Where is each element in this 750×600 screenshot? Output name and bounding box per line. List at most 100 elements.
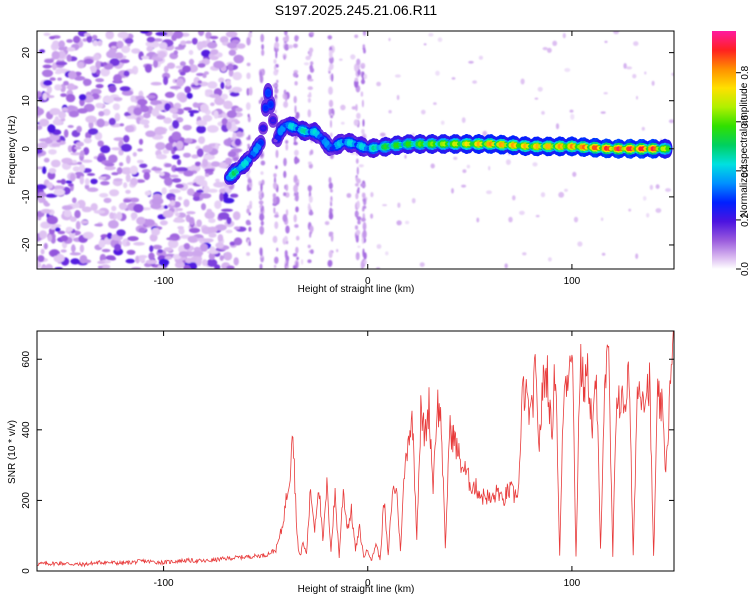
- heatmap-noise-blob: [346, 193, 352, 198]
- heatmap-noise-blob: [87, 187, 99, 192]
- heatmap-noise-blob: [95, 69, 101, 75]
- heatmap-noise-blob: [37, 107, 45, 116]
- heatmap-noise-blob: [351, 106, 357, 110]
- heatmap-noise-blob: [53, 253, 65, 263]
- heatmap-noise-blob: [564, 188, 568, 192]
- heatmap-noise-blob: [47, 124, 56, 134]
- heatmap-noise-blob: [146, 46, 154, 52]
- heatmap-noise-blob: [86, 173, 96, 176]
- heatmap-noise-blob: [307, 86, 313, 91]
- heatmap-noise-blob: [67, 125, 74, 128]
- heatmap-noise-blob: [362, 119, 365, 127]
- heatmap-noise-blob: [43, 242, 48, 250]
- heatmap-noise-blob: [47, 234, 53, 242]
- heatmap-noise-blob: [164, 163, 172, 168]
- heatmap-noise-blob: [55, 61, 68, 66]
- heatmap-noise-blob: [54, 116, 59, 123]
- heatmap-noise-blob: [362, 44, 365, 49]
- heatmap-noise-blob: [65, 93, 76, 103]
- heatmap-noise-blob: [275, 149, 279, 159]
- heatmap-noise-blob: [102, 108, 111, 116]
- heatmap-noise-blob: [162, 149, 170, 155]
- heatmap-noise-blob: [67, 83, 75, 91]
- heatmap-noise-blob: [108, 154, 118, 164]
- heatmap-noise-blob: [185, 40, 193, 44]
- heatmap-noise-blob: [603, 92, 608, 95]
- heatmap-noise-blob: [133, 241, 145, 246]
- heatmap-noise-blob: [171, 154, 180, 160]
- heatmap-noise-blob: [261, 49, 265, 56]
- heatmap-noise-blob: [361, 128, 365, 135]
- heatmap-noise-blob: [226, 217, 232, 225]
- heatmap-noise-blob: [232, 132, 237, 139]
- heatmap-noise-blob: [138, 227, 146, 233]
- heatmap-noise-blob: [273, 207, 276, 214]
- heatmap-noise-blob: [97, 265, 103, 269]
- heatmap-noise-blob: [45, 193, 58, 198]
- heatmap-noise-blob: [177, 196, 183, 201]
- heatmap-noise-blob: [214, 200, 222, 209]
- heatmap-noise-blob: [310, 149, 314, 155]
- heatmap-noise-blob: [310, 31, 314, 36]
- heatmap-noise-blob: [173, 146, 178, 152]
- heatmap-noise-blob: [188, 216, 195, 226]
- heatmap-noise-blob: [217, 234, 224, 242]
- heatmap-noise-blob: [77, 61, 85, 69]
- heatmap-noise-blob: [132, 152, 137, 157]
- heatmap-noise-blob: [48, 149, 57, 155]
- heatmap-noise-blob: [284, 43, 289, 51]
- heatmap-noise-blob: [121, 90, 134, 96]
- heatmap-noise-blob: [130, 212, 138, 220]
- heatmap-noise-blob: [173, 31, 184, 39]
- heatmap-noise-blob: [356, 253, 360, 257]
- y-tick-label: 20: [21, 47, 32, 59]
- heatmap-noise-blob: [182, 124, 192, 131]
- heatmap-noise-blob: [179, 61, 186, 67]
- heatmap-noise-blob: [113, 74, 122, 83]
- heatmap-noise-blob: [293, 95, 297, 104]
- heatmap-noise-blob: [555, 123, 560, 130]
- heatmap-noise-blob: [274, 221, 279, 229]
- heatmap-noise-blob: [201, 203, 206, 211]
- heatmap-noise-blob: [104, 162, 115, 167]
- heatmap-noise-blob: [356, 166, 359, 175]
- heatmap-noise-blob: [246, 172, 250, 179]
- heatmap-noise-blob: [360, 91, 364, 97]
- heatmap-noise-blob: [116, 211, 123, 221]
- heatmap-noise-blob: [157, 51, 167, 59]
- heatmap-noise-blob: [191, 37, 198, 45]
- heatmap-noise-blob: [178, 93, 188, 103]
- heatmap-noise-blob: [284, 31, 288, 36]
- heatmap-noise-blob: [69, 252, 82, 256]
- heatmap-noise-blob: [202, 114, 213, 122]
- heatmap-noise-blob: [260, 160, 266, 166]
- heatmap-noise-blob: [233, 237, 243, 246]
- heatmap-noise-blob: [261, 205, 265, 212]
- heatmap-noise-blob: [233, 54, 244, 64]
- heatmap-noise-blob: [118, 202, 128, 210]
- heatmap-noise-blob: [202, 158, 208, 168]
- heatmap-noise-blob: [229, 91, 240, 97]
- heatmap-noise-blob: [61, 205, 73, 211]
- heatmap-noise-blob: [207, 188, 218, 193]
- heatmap-ridge-cell: [246, 157, 251, 162]
- heatmap-noise-blob: [519, 210, 525, 215]
- heatmap-noise-blob: [145, 259, 158, 265]
- heatmap-noise-blob: [83, 147, 90, 156]
- heatmap-noise-blob: [232, 211, 241, 221]
- heatmap-noise-blob: [340, 104, 346, 111]
- heatmap-noise-blob: [231, 86, 243, 93]
- heatmap-noise-blob: [164, 256, 172, 260]
- heatmap-noise-blob: [178, 227, 185, 235]
- heatmap-noise-blob: [295, 111, 300, 119]
- heatmap-noise-blob: [135, 255, 140, 264]
- heatmap-noise-blob: [65, 226, 73, 232]
- heatmap-noise-blob: [73, 202, 80, 209]
- heatmap-noise-blob: [86, 35, 93, 43]
- heatmap-noise-blob: [294, 149, 299, 156]
- heatmap-noise-blob: [213, 110, 219, 119]
- heatmap-noise-blob: [328, 231, 332, 237]
- heatmap-noise-blob: [141, 55, 150, 60]
- heatmap-noise-blob: [472, 80, 477, 84]
